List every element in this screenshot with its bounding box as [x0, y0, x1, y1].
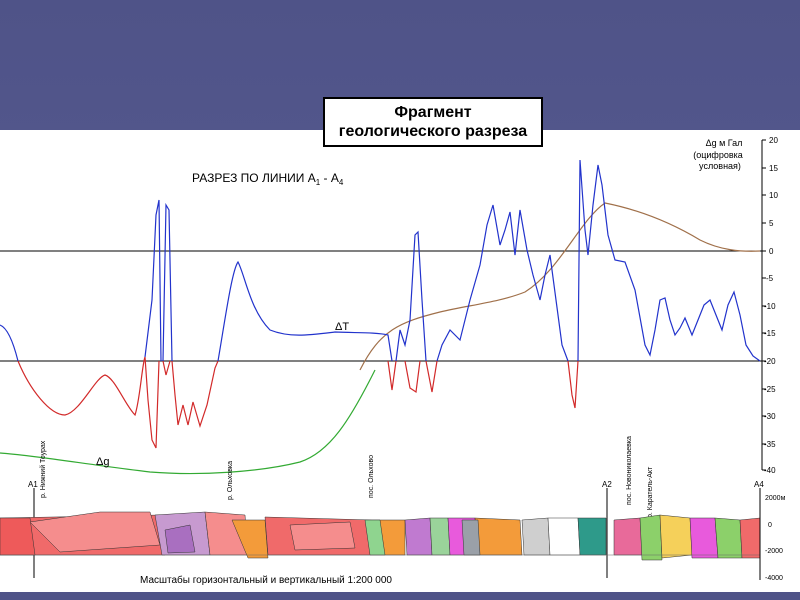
locality-label: пос. Новониколаевка	[626, 436, 633, 505]
tick-label: 20	[769, 136, 778, 145]
tick-label: 15	[769, 164, 778, 173]
locality-label: р. Нижний Тоурах	[39, 440, 47, 498]
gravity-brown-curve	[359, 202, 761, 371]
locality-label: р. Ольховка	[227, 461, 234, 500]
rock-unit	[474, 517, 523, 556]
scale-text: Масштабы горизонтальный и вертикальный 1…	[140, 574, 392, 586]
depth-tick-label: -2000	[765, 548, 783, 555]
rock-unit	[577, 517, 607, 556]
depth-tick-labels: 2000м 0 -2000 -4000	[765, 495, 786, 582]
tick-label: -20	[764, 357, 776, 366]
rock-unit	[689, 517, 719, 559]
rock-unit	[613, 517, 643, 556]
depth-tick-label: 2000м	[765, 495, 786, 502]
axis-unit-line-2: (оцифровка	[693, 150, 743, 160]
delta-t-curve	[0, 159, 761, 362]
tick-label: -25	[764, 385, 776, 394]
geologic-section	[0, 511, 761, 561]
delta-g-curve	[0, 369, 376, 475]
tick-label: 5	[769, 219, 774, 228]
depth-tick-label: 0	[768, 522, 772, 529]
right-margin	[775, 130, 800, 592]
tick-label: -40	[764, 466, 776, 475]
tick-label: -10	[764, 302, 776, 311]
rock-unit	[547, 517, 581, 556]
section-label: РАЗРЕЗ ПО ЛИНИИ А1 - А4	[192, 171, 344, 187]
tick-label: -30	[764, 412, 776, 421]
delta-g-label: Δg	[96, 456, 109, 468]
bottom-bar	[0, 592, 800, 600]
tick-label: 10	[769, 191, 778, 200]
axis-unit-line-3: условная)	[699, 161, 741, 171]
title-line-1: Фрагмент	[394, 104, 472, 121]
axis-unit-line-1: Δg м Гал	[706, 138, 743, 148]
tick-label: -15	[764, 329, 776, 338]
rock-unit	[739, 517, 761, 559]
rock-unit	[29, 511, 161, 553]
tick-label: -5	[766, 274, 774, 283]
locality-label: пос. Ольхово	[368, 455, 375, 498]
rock-unit	[714, 517, 743, 559]
rock-unit	[461, 519, 481, 556]
axis-ticks	[762, 139, 766, 471]
delta-t-negative-curve	[17, 356, 219, 449]
rock-unit	[289, 521, 356, 551]
title-box: Фрагмент геологического разреза	[323, 97, 543, 147]
axis-tick-labels: 20 15 10 5 0 -5 -10 -15 -20 -25 -30 -35 …	[764, 136, 778, 475]
rock-unit	[0, 517, 36, 556]
rock-unit	[521, 517, 551, 556]
profile-point-label: А1	[28, 480, 38, 489]
tick-label: -35	[764, 440, 776, 449]
delta-t-label: ΔT	[335, 321, 349, 333]
rock-unit	[429, 517, 451, 556]
rock-unit	[164, 524, 196, 554]
profile-point-label: А4	[754, 480, 764, 489]
locality-label: р. Каратель-Акт	[647, 466, 654, 518]
axis-unit-label: Δg м Гал (оцифровка условная)	[693, 138, 743, 171]
title-line-2: геологического разреза	[338, 123, 528, 140]
delta-t-negative-curve	[387, 360, 579, 409]
depth-tick-label: -4000	[765, 575, 783, 582]
profile-points: А1 А2 А4	[28, 480, 764, 489]
rock-unit	[404, 517, 433, 556]
rock-unit	[231, 519, 269, 559]
profile-point-label: А2	[602, 480, 612, 489]
tick-label: 0	[769, 247, 774, 256]
rock-unit	[639, 514, 663, 561]
locality-labels: р. Нижний Тоурах р. Ольховка пос. Ольхов…	[39, 436, 654, 518]
rock-unit	[659, 514, 693, 559]
